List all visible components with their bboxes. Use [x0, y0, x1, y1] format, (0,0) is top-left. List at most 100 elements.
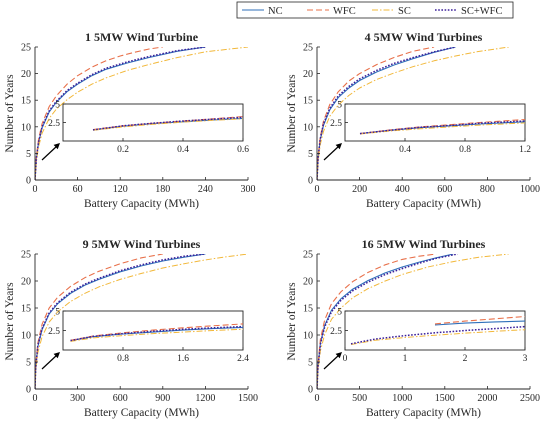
inset-series-line-nc [92, 117, 244, 131]
chart-title: 4 5MW Wind Turbines [365, 30, 483, 44]
chart-panel: 4 5MW Wind Turbines 0 200 400 600 800 1000 0 5 10… [286, 30, 540, 210]
legend-label: SC+WFC [461, 6, 503, 17]
series-line-wfc [35, 47, 163, 180]
inset-pointer-arrow [41, 354, 58, 370]
inset-frame [62, 103, 244, 142]
y-tick-label: 5 [26, 358, 31, 369]
series-line-sc [35, 47, 248, 180]
chart-title: 9 5MW Wind Turbines [83, 237, 201, 251]
x-tick-label: 1200 [195, 393, 215, 404]
inset-series-line-sc [350, 329, 526, 345]
y-axis-label: Number of Years [286, 74, 298, 153]
inset-series-line-sc-wfc [92, 116, 244, 131]
inset-x-tick-label: 0.8 [459, 145, 471, 155]
series-group [317, 47, 509, 180]
x-tick-label: 300 [70, 393, 85, 404]
x-tick-label: 1500 [435, 393, 455, 404]
x-tick-label: 800 [480, 184, 495, 195]
x-tick-label: 0 [315, 184, 320, 195]
inset-pointer-arrow [323, 145, 340, 161]
x-tick-label: 200 [352, 184, 367, 195]
series-line-sc [317, 47, 509, 180]
x-tick-label: 900 [155, 393, 170, 404]
series-group [35, 254, 248, 389]
x-tick-label: 0 [33, 184, 38, 195]
y-tick-label: 5 [308, 358, 313, 369]
inset-plot: 0.2 0.4 0.6 2.5 5 [41, 101, 249, 161]
y-tick-label: 0 [26, 176, 31, 187]
y-tick-label: 5 [308, 149, 313, 160]
inset-series-line-sc [70, 328, 244, 342]
chart-title: 16 5MW Wind Turbines [362, 237, 486, 251]
inset-x-tick-label: 0.6 [237, 145, 249, 155]
inset-series-line-wfc [359, 118, 526, 135]
x-axis-label: Battery Capacity (MWh) [84, 198, 199, 210]
inset-y-tick-label: 2.5 [330, 119, 342, 129]
inset-x-tick-label: 0.2 [117, 145, 129, 155]
y-tick-label: 0 [26, 385, 31, 396]
x-tick-label: 2500 [520, 393, 540, 404]
x-axis-label: Battery Capacity (MWh) [366, 407, 481, 419]
inset-x-tick-label: 0 [343, 354, 348, 364]
y-tick-label: 25 [303, 43, 313, 54]
inset-y-tick-label: 5 [337, 308, 342, 318]
inset-plot: 0.8 1.6 2.4 2.5 5 [41, 308, 249, 370]
inset-y-tick-label: 2.5 [330, 327, 342, 337]
y-tick-label: 15 [303, 304, 313, 315]
inset-series-line-wfc [92, 116, 244, 131]
series-group [35, 47, 248, 180]
x-tick-label: 60 [73, 184, 83, 195]
y-axis-label: Number of Years [4, 282, 16, 361]
inset-pointer-arrow [323, 354, 340, 370]
inset-x-tick-label: 0.4 [177, 145, 189, 155]
y-tick-label: 0 [308, 385, 313, 396]
y-tick-label: 10 [303, 331, 313, 342]
inset-pointer-arrowhead [53, 352, 60, 359]
y-tick-label: 10 [303, 122, 313, 133]
chart-panel: 9 5MW Wind Turbines 0 300 600 900 1200 1500 0 5 1… [4, 237, 258, 419]
y-tick-label: 20 [21, 277, 31, 288]
inset-x-tick-label: 1 [403, 354, 408, 364]
x-tick-label: 120 [113, 184, 128, 195]
inset-frame [344, 310, 526, 351]
y-tick-label: 5 [26, 149, 31, 160]
x-axis-label: Battery Capacity (MWh) [366, 198, 481, 210]
inset-series-line-nc [434, 320, 526, 326]
inset-pointer-arrowhead [335, 143, 342, 150]
inset-x-tick-label: 0.4 [399, 145, 411, 155]
y-axis-label: Number of Years [4, 74, 16, 153]
y-tick-label: 15 [303, 96, 313, 107]
x-tick-label: 2000 [477, 393, 497, 404]
chart-panel: 1 5MW Wind Turbine 0 60 120 180 240 300 0 5 10 15 2… [4, 30, 256, 210]
inset-x-tick-label: 0.8 [117, 354, 129, 364]
x-tick-label: 500 [352, 393, 367, 404]
inset-x-tick-label: 2 [463, 354, 468, 364]
inset-x-tick-label: 1.6 [177, 354, 189, 364]
series-line-sc [35, 254, 248, 389]
y-tick-label: 20 [21, 69, 31, 80]
y-tick-label: 25 [21, 250, 31, 261]
inset-pointer-arrowhead [53, 143, 60, 150]
series-line-sc-wfc [35, 254, 206, 389]
inset-x-tick-label: 3 [523, 354, 528, 364]
legend-label: WFC [333, 6, 356, 17]
x-tick-label: 0 [315, 393, 320, 404]
inset-series-line-sc [359, 122, 526, 135]
inset-x-tick-label: 2.4 [237, 354, 249, 364]
x-tick-label: 600 [113, 393, 128, 404]
series-line-sc-wfc [317, 254, 458, 389]
legend: NC WFC SC SC+WFC [236, 1, 514, 19]
y-tick-label: 15 [21, 96, 31, 107]
inset-y-tick-label: 2.5 [48, 119, 60, 129]
inset-y-tick-label: 2.5 [48, 327, 60, 337]
inset-series-line-nc [359, 121, 526, 135]
series-group [317, 254, 509, 389]
inset-plot: 0 1 2 3 2.5 5 [323, 308, 528, 370]
x-tick-label: 300 [241, 184, 256, 195]
inset-y-tick-label: 5 [55, 101, 60, 111]
inset-y-tick-label: 5 [337, 101, 342, 111]
x-tick-label: 400 [395, 184, 410, 195]
y-axis-label: Number of Years [286, 282, 298, 361]
inset-series-line-sc [92, 118, 244, 131]
